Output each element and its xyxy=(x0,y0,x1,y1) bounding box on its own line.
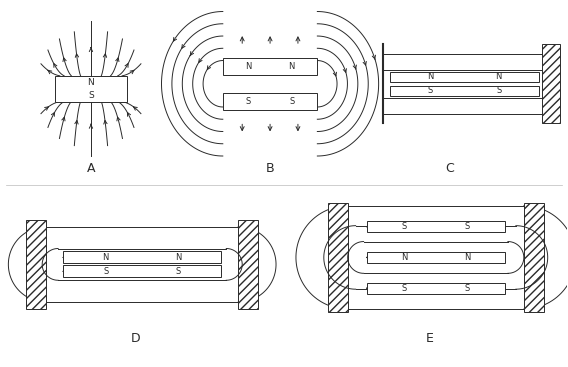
Text: N: N xyxy=(465,253,471,262)
Bar xyxy=(63,251,222,264)
Text: S: S xyxy=(496,86,502,95)
Bar xyxy=(542,44,559,123)
Bar xyxy=(366,283,505,294)
Bar xyxy=(524,203,544,312)
Text: N: N xyxy=(245,62,252,71)
Text: S: S xyxy=(103,267,108,276)
Bar xyxy=(390,72,539,82)
Text: N: N xyxy=(495,72,502,81)
Text: N: N xyxy=(87,78,94,87)
Text: A: A xyxy=(87,161,95,175)
Text: N: N xyxy=(427,72,434,81)
Bar xyxy=(26,220,46,309)
Bar xyxy=(55,76,127,102)
Text: S: S xyxy=(88,91,94,100)
Text: N: N xyxy=(289,62,295,71)
Text: C: C xyxy=(445,161,454,175)
Text: S: S xyxy=(465,284,470,293)
Text: S: S xyxy=(428,86,433,95)
Text: N: N xyxy=(401,253,407,262)
Text: S: S xyxy=(402,222,407,231)
Text: S: S xyxy=(465,222,470,231)
Bar xyxy=(390,86,539,96)
Bar xyxy=(366,252,505,263)
Text: S: S xyxy=(246,97,251,106)
Text: E: E xyxy=(425,332,433,345)
Bar xyxy=(328,203,348,312)
Text: D: D xyxy=(131,332,140,345)
Text: S: S xyxy=(176,267,181,276)
Bar xyxy=(63,265,222,277)
Bar xyxy=(223,58,318,75)
Text: S: S xyxy=(289,97,294,106)
Text: S: S xyxy=(402,284,407,293)
Bar xyxy=(366,221,505,232)
Bar xyxy=(223,93,318,110)
Text: N: N xyxy=(103,253,109,262)
Bar xyxy=(238,220,258,309)
Text: B: B xyxy=(266,161,274,175)
Text: N: N xyxy=(176,253,182,262)
